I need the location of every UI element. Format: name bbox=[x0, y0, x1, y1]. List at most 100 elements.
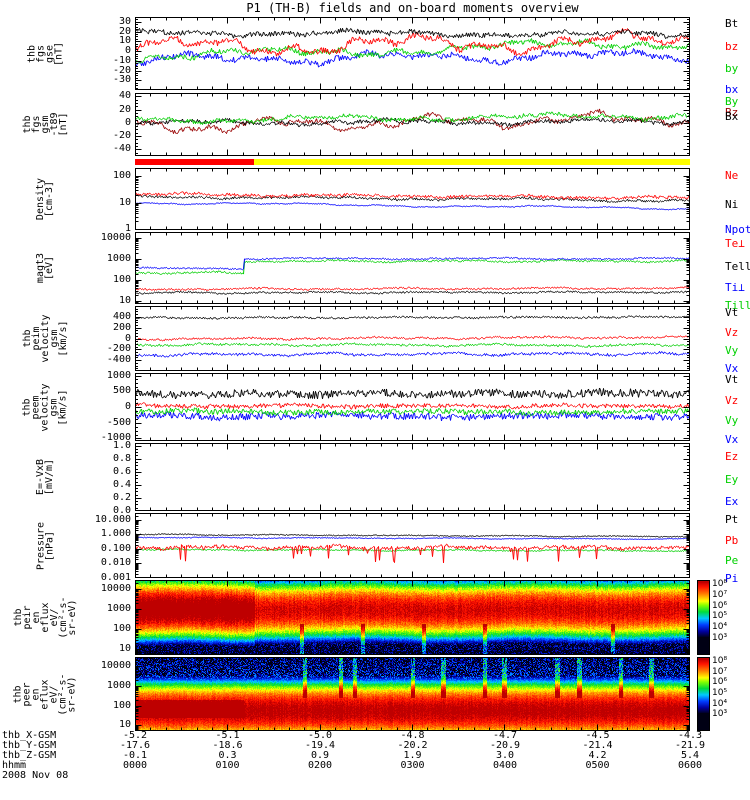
legend-Tell: Tell bbox=[725, 259, 750, 273]
peir-spec-colorbar bbox=[697, 580, 710, 655]
coord-row-label-thb_Y-GSM: thb_Y-GSM bbox=[2, 740, 57, 751]
pressure-ytick-1.000: 1.000 bbox=[100, 528, 131, 540]
pressure-ytick-0.001: 0.001 bbox=[100, 572, 131, 583]
fgs-gse-ytick--30: -30 bbox=[112, 74, 131, 86]
fgs-gse-ytick-20: 20 bbox=[118, 25, 131, 37]
coord-value-thb_X-GSM-3: -4.8 bbox=[400, 730, 425, 741]
magt3-ytick-1000: 1000 bbox=[106, 253, 131, 265]
peim-velocity-ytick--200: -200 bbox=[106, 343, 131, 355]
legend-Pe: Pe bbox=[725, 553, 739, 567]
fgs-gse-ytick--10: -10 bbox=[112, 54, 131, 66]
legend-Bz: Bz bbox=[725, 105, 739, 119]
legend-Vt: Vt bbox=[725, 306, 739, 320]
e-field-ytick-0.0: 0.0 bbox=[112, 505, 131, 516]
coord-value-thb_Y-GSM-2: -19.4 bbox=[304, 740, 336, 751]
peem-velocity-plot bbox=[135, 373, 690, 441]
legend-Bx: Bx bbox=[725, 109, 739, 123]
coord-value-hhmm-0: 0000 bbox=[122, 760, 148, 771]
peer-spec-ytick-10: 10 bbox=[118, 719, 131, 731]
peir-spec-colorbar-tick-10⁸: 10⁸ bbox=[712, 579, 728, 589]
coord-row-label-thb_X-GSM: thb_X-GSM bbox=[2, 730, 57, 741]
legend-By: By bbox=[725, 95, 739, 109]
peer-spec-colorbar-tick-10⁴: 10⁴ bbox=[712, 698, 728, 709]
density-ytick-100: 100 bbox=[112, 170, 131, 182]
legend-Vx: Vx bbox=[725, 433, 739, 447]
legend-Vt: Vt bbox=[725, 373, 739, 387]
peir-spec-plot bbox=[135, 580, 690, 655]
coord-value-thb_X-GSM-4: -4.7 bbox=[492, 730, 518, 741]
coord-value-hhmm-2: 0200 bbox=[307, 760, 333, 771]
peer-spec-ytick-100: 100 bbox=[112, 699, 131, 711]
peer-spec-colorbar-tick-10⁸: 10⁸ bbox=[712, 656, 728, 666]
mode-bar-segment-slow-survey bbox=[135, 159, 255, 165]
coord-value-thb_Y-GSM-3: -20.2 bbox=[397, 740, 428, 751]
legend-Pi: Pi bbox=[725, 572, 739, 586]
mode-bar bbox=[135, 159, 690, 165]
peer-spec-ytick-10000: 10000 bbox=[100, 660, 131, 672]
legend-Pb: Pb bbox=[725, 534, 739, 548]
coord-value-thb_Z-GSM-4: 3.0 bbox=[495, 750, 515, 761]
density-ytick-10: 10 bbox=[118, 196, 131, 208]
peir-spec-colorbar-tick-10⁵: 10⁵ bbox=[712, 611, 728, 622]
peir-spec-colorbar-tick-10⁴: 10⁴ bbox=[712, 622, 728, 633]
e-field-ytick-1.0: 1.0 bbox=[112, 439, 131, 451]
coord-value-thb_Z-GSM-0: -0.1 bbox=[122, 750, 148, 761]
legend-Vx: Vx bbox=[725, 362, 739, 376]
peim-velocity-ytick-400: 400 bbox=[112, 310, 131, 322]
peem-velocity-ytick--1000: -1000 bbox=[100, 432, 131, 444]
peer-spec-colorbar-tick-10⁶: 10⁶ bbox=[712, 677, 728, 688]
legend-Vz: Vz bbox=[725, 325, 739, 339]
coord-value-thb_X-GSM-5: -4.5 bbox=[585, 730, 610, 741]
pressure-ytick-0.010: 0.010 bbox=[100, 557, 131, 569]
peer-spec-colorbar bbox=[697, 657, 710, 731]
coord-value-thb_Y-GSM-5: -21.4 bbox=[582, 740, 613, 751]
magt3-ytick-10000: 10000 bbox=[100, 232, 131, 244]
coord-value-thb_Z-GSM-6: 5.4 bbox=[680, 750, 700, 761]
fgs-gsm-t89-plot bbox=[135, 93, 690, 156]
peim-velocity-ytick-0: 0 bbox=[124, 332, 131, 344]
legend-Ex: Ex bbox=[725, 495, 739, 509]
peem-velocity-ytick-1000: 1000 bbox=[106, 369, 131, 381]
coord-value-hhmm-3: 0300 bbox=[400, 760, 425, 771]
legend-Bt: Bt bbox=[725, 17, 739, 31]
coord-row-label-hhmm: hhmm bbox=[2, 760, 27, 771]
peem-velocity-ytick--500: -500 bbox=[106, 416, 131, 428]
magt3-ytick-100: 100 bbox=[112, 273, 131, 285]
coord-value-thb_Z-GSM-2: 0.9 bbox=[310, 750, 330, 761]
peir-spec-colorbar-tick-10³: 10³ bbox=[712, 633, 728, 643]
peir-spec-ytick-100: 100 bbox=[112, 623, 131, 635]
peir-spec-ytick-10: 10 bbox=[118, 643, 131, 655]
coord-value-hhmm-6: 0600 bbox=[677, 760, 703, 771]
peim-velocity-ytick-200: 200 bbox=[112, 321, 131, 333]
coord-value-thb_Y-GSM-0: -17.6 bbox=[119, 740, 151, 751]
mode-bar-segment-fast-survey bbox=[254, 159, 690, 165]
coord-value-thb_X-GSM-6: -4.3 bbox=[677, 730, 703, 741]
e-field-plot bbox=[135, 443, 690, 511]
legend-Till: Till bbox=[725, 299, 750, 313]
legend-by: by bbox=[725, 61, 739, 75]
coord-value-thb_Y-GSM-4: -20.9 bbox=[489, 740, 521, 751]
pressure-ytick-0.100: 0.100 bbox=[100, 542, 131, 554]
fgs-gsm-t89-ytick-20: 20 bbox=[118, 103, 131, 115]
peer-spec-colorbar-tick-10³: 10³ bbox=[712, 709, 728, 720]
peir-spec-ytick-1000: 1000 bbox=[106, 603, 131, 615]
coord-value-thb_X-GSM-0: -5.2 bbox=[122, 730, 148, 741]
legend-bz: bz bbox=[725, 40, 739, 54]
legend-Ey: Ey bbox=[725, 472, 739, 486]
e-field-ytick-0.6: 0.6 bbox=[112, 465, 131, 477]
fgs-gse-ytick-10: 10 bbox=[118, 35, 131, 47]
density-ytick-1: 1 bbox=[124, 223, 131, 235]
coord-value-thb_Z-GSM-1: 0.3 bbox=[218, 750, 237, 761]
peer-spec-colorbar-tick-10⁵: 10⁵ bbox=[712, 687, 728, 698]
fgs-gsm-t89-ytick-0: 0 bbox=[124, 116, 131, 128]
legend-bx: bx bbox=[725, 83, 739, 97]
coord-value-thb_Y-GSM-6: -21.9 bbox=[674, 740, 706, 751]
peim-velocity-ytick--400: -400 bbox=[106, 354, 131, 366]
pressure-plot bbox=[135, 513, 690, 578]
magt3-ytick-10: 10 bbox=[118, 294, 131, 306]
peir-spec-colorbar-tick-10⁷: 10⁷ bbox=[712, 589, 728, 600]
density-plot bbox=[135, 168, 690, 230]
coord-value-hhmm-1: 0100 bbox=[215, 760, 240, 771]
pressure-ytick-10.000: 10.000 bbox=[94, 513, 131, 525]
